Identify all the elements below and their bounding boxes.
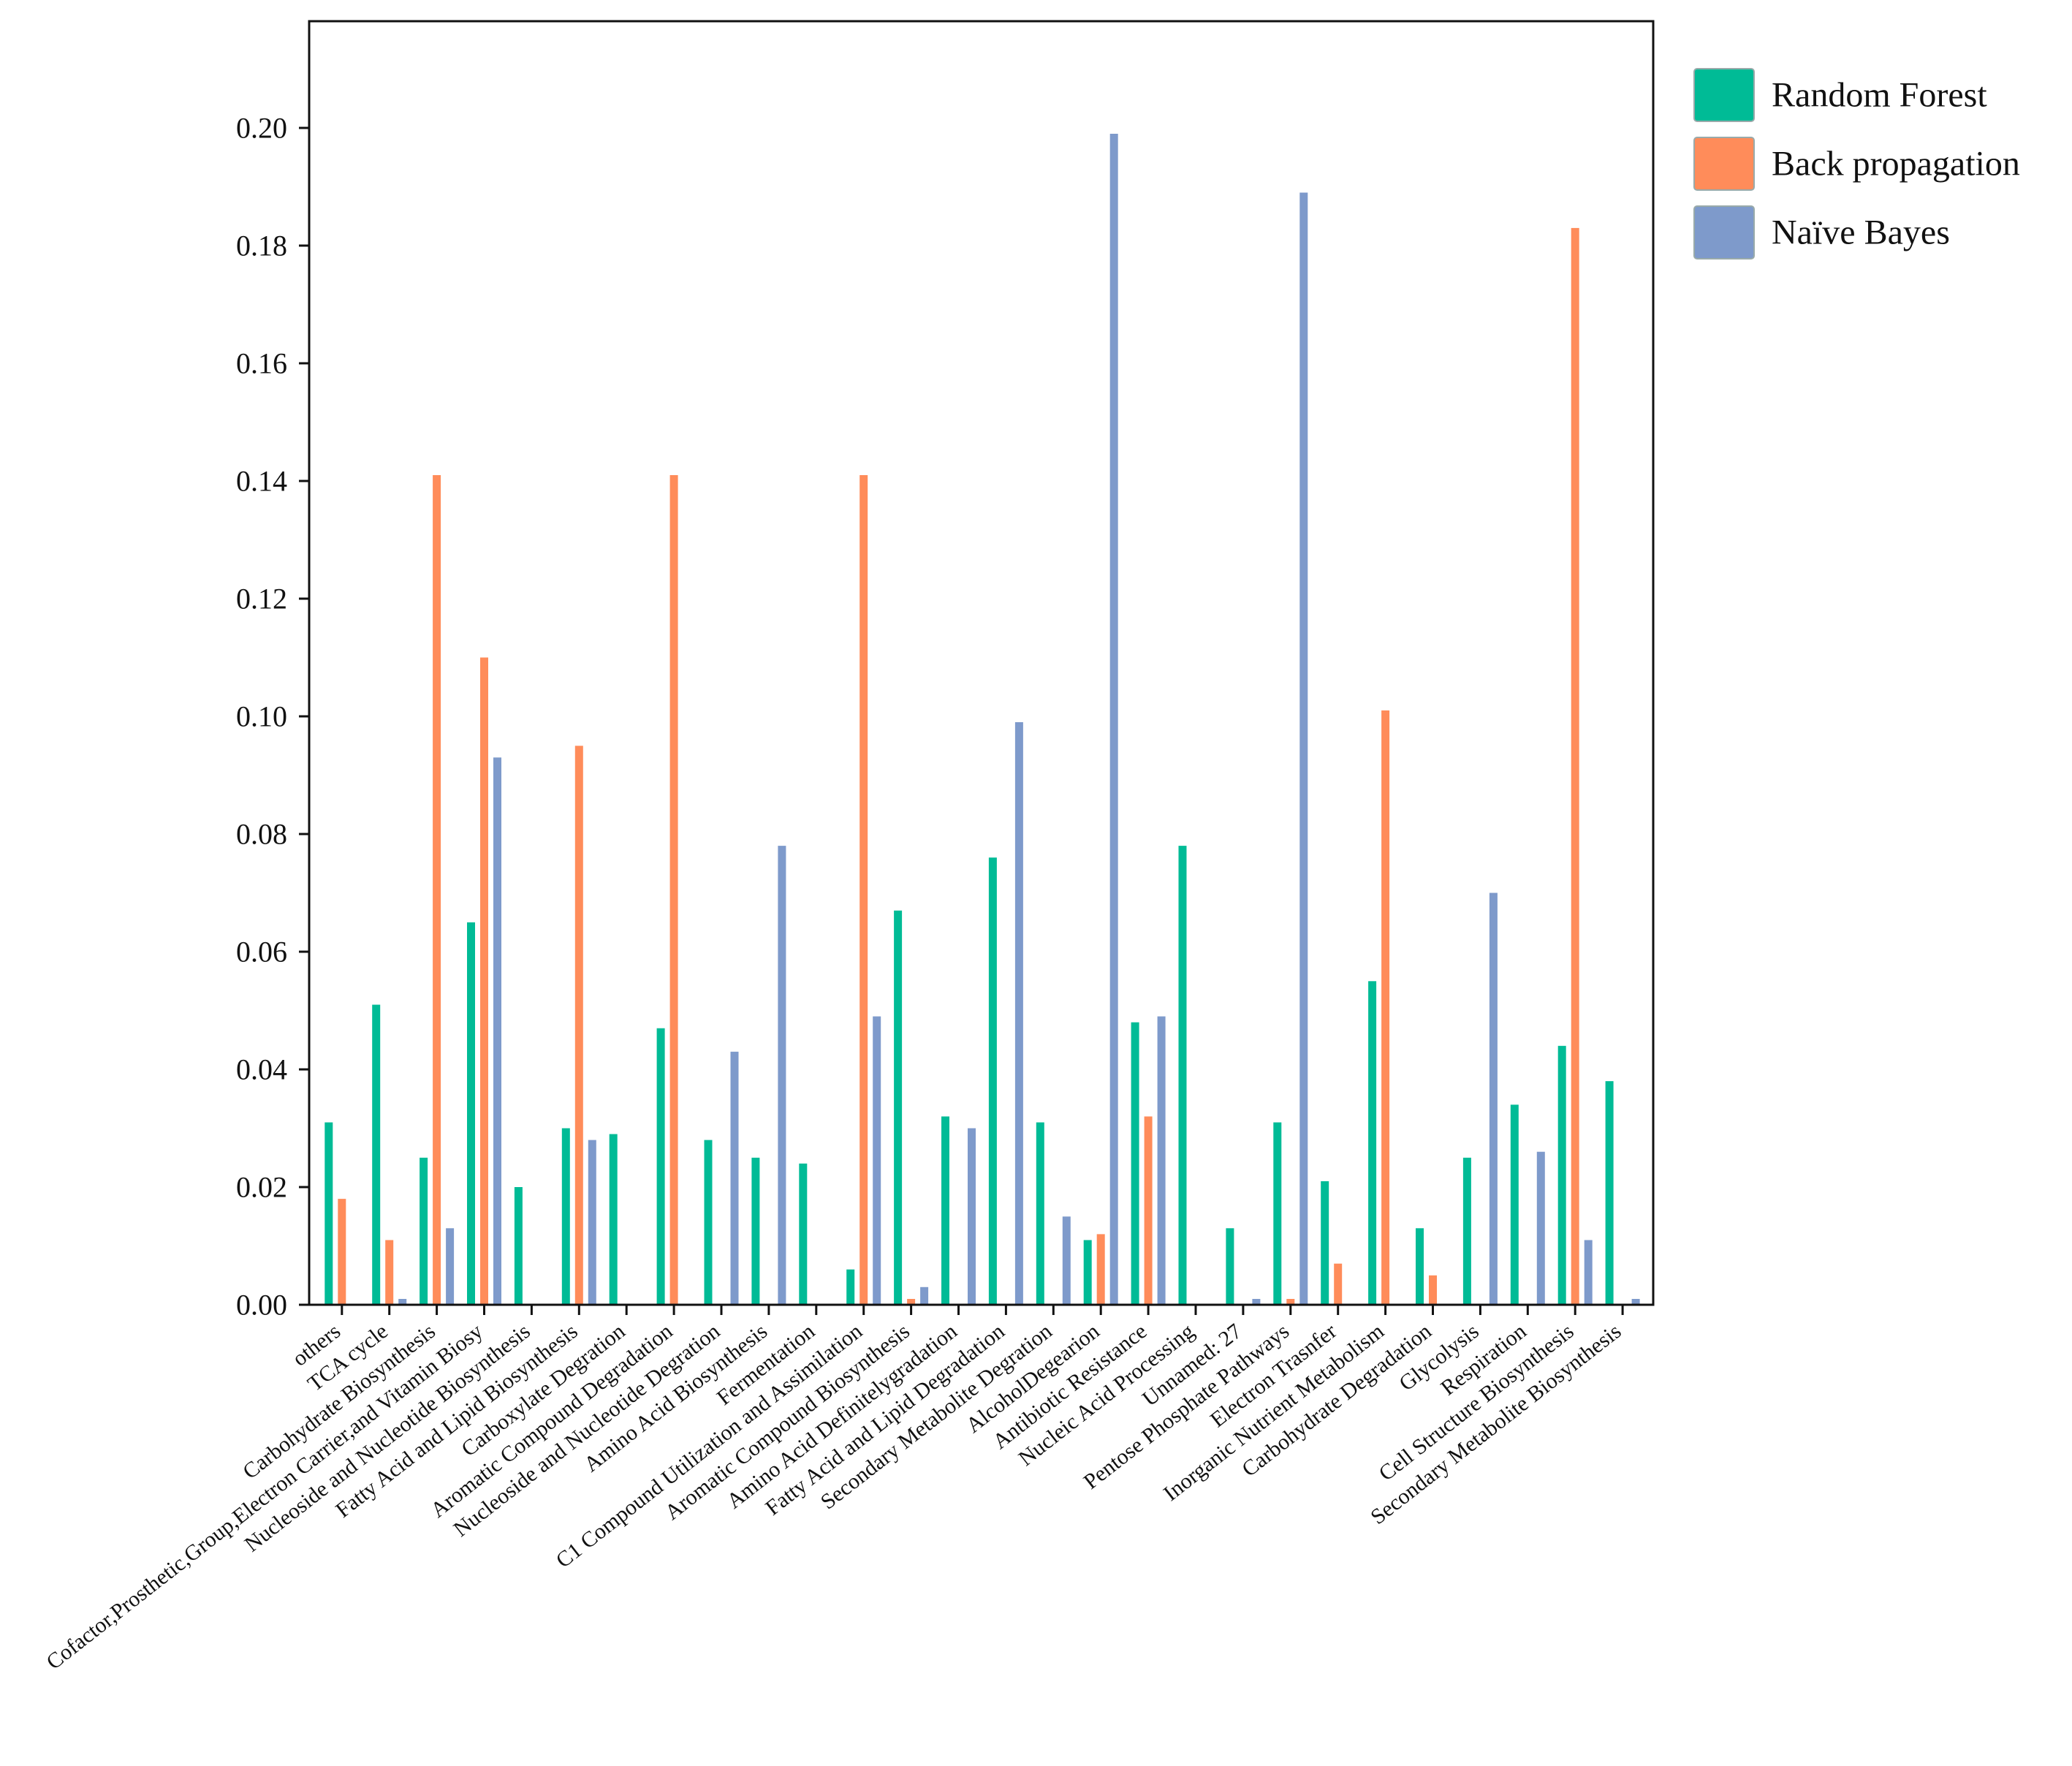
y-tick-label-5: 0.10 (236, 700, 287, 733)
bar-back-propagation-2 (433, 475, 441, 1305)
bar-back-propagation-1 (385, 1240, 394, 1305)
y-tick-label-0: 0.00 (236, 1289, 287, 1322)
bar-random-forest-18 (1178, 846, 1187, 1305)
bar-na-ve-bayes-1 (398, 1299, 407, 1305)
bar-random-forest-20 (1273, 1122, 1282, 1305)
y-tick-label-2: 0.04 (236, 1053, 287, 1086)
bar-na-ve-bayes-26 (1584, 1240, 1593, 1305)
bar-random-forest-19 (1226, 1228, 1234, 1305)
bar-random-forest-24 (1462, 1157, 1471, 1305)
bar-na-ve-bayes-12 (920, 1286, 929, 1305)
y-tick-label-3: 0.06 (236, 936, 287, 969)
bar-back-propagation-5 (574, 746, 583, 1305)
bar-na-ve-bayes-15 (1062, 1216, 1071, 1305)
legend: Random Forest Back propagation Naïve Bayes (1693, 68, 2020, 259)
bar-na-ve-bayes-20 (1299, 192, 1308, 1305)
bar-back-propagation-12 (907, 1299, 916, 1305)
legend-label-back-propagation: Back propagation (1772, 145, 2020, 183)
y-tick-label-6: 0.12 (236, 583, 287, 615)
y-tick-label-10: 0.20 (236, 112, 287, 145)
bar-random-forest-4 (514, 1187, 523, 1305)
bar-back-propagation-21 (1334, 1263, 1343, 1305)
bar-back-propagation-3 (480, 657, 488, 1305)
bar-random-forest-27 (1605, 1081, 1614, 1305)
bar-random-forest-5 (561, 1128, 570, 1305)
bar-na-ve-bayes-5 (588, 1140, 596, 1305)
axes-group (308, 20, 1655, 1306)
bar-random-forest-6 (609, 1134, 618, 1305)
bar-random-forest-14 (988, 857, 997, 1305)
bar-random-forest-16 (1083, 1240, 1092, 1305)
bar-random-forest-12 (894, 910, 903, 1305)
bar-back-propagation-22 (1381, 710, 1390, 1305)
bar-random-forest-11 (846, 1269, 855, 1305)
bar-back-propagation-16 (1096, 1234, 1105, 1305)
bar-na-ve-bayes-2 (446, 1228, 455, 1305)
bar-random-forest-22 (1368, 981, 1377, 1305)
y-tick-label-7: 0.14 (236, 465, 287, 498)
bar-random-forest-15 (1036, 1122, 1044, 1305)
bar-back-propagation-11 (859, 475, 868, 1305)
bar-random-forest-10 (799, 1163, 808, 1305)
legend-label-na-ve-bayes: Naïve Bayes (1772, 213, 1950, 252)
legend-swatch-back-propagation (1693, 137, 1755, 191)
legend-label-random-forest: Random Forest (1772, 76, 1987, 115)
bar-na-ve-bayes-8 (730, 1051, 739, 1305)
bar-random-forest-7 (656, 1028, 665, 1305)
y-tick-label-9: 0.18 (236, 230, 287, 262)
bar-random-forest-17 (1131, 1022, 1139, 1305)
bar-na-ve-bayes-13 (968, 1128, 976, 1305)
bar-na-ve-bayes-19 (1252, 1299, 1261, 1305)
legend-swatch-random-forest (1693, 68, 1755, 122)
bars-group (325, 134, 1640, 1305)
x-category-label-3: Cofactor,Prosthetic,Group,Electron Carri… (42, 1319, 487, 1675)
bar-random-forest-21 (1321, 1181, 1329, 1305)
bar-na-ve-bayes-24 (1489, 893, 1498, 1305)
bar-back-propagation-20 (1286, 1299, 1295, 1305)
bar-na-ve-bayes-3 (493, 757, 501, 1305)
plot-frame (308, 20, 1655, 1306)
y-ticks-group: 0.00 0.02 0.04 0.06 0.08 0.10 0.12 0.14 0.16 0.18… (236, 112, 309, 1322)
bar-random-forest-1 (372, 1004, 381, 1305)
y-tick-label-4: 0.08 (236, 818, 287, 851)
y-tick-label-8: 0.16 (236, 347, 287, 380)
bar-na-ve-bayes-17 (1157, 1016, 1166, 1305)
bar-random-forest-26 (1557, 1045, 1566, 1305)
bar-na-ve-bayes-11 (873, 1016, 881, 1305)
bar-back-propagation-7 (669, 475, 678, 1305)
bar-na-ve-bayes-14 (1014, 722, 1023, 1305)
bar-random-forest-9 (751, 1157, 760, 1305)
bar-random-forest-23 (1416, 1228, 1424, 1305)
bar-random-forest-3 (467, 922, 475, 1305)
bar-back-propagation-23 (1429, 1275, 1437, 1305)
bar-random-forest-13 (941, 1116, 949, 1305)
bar-random-forest-8 (704, 1140, 713, 1305)
bar-na-ve-bayes-27 (1631, 1299, 1640, 1305)
bar-back-propagation-0 (338, 1199, 346, 1305)
bar-random-forest-25 (1510, 1104, 1519, 1305)
bar-back-propagation-26 (1571, 227, 1579, 1305)
bar-back-propagation-17 (1144, 1116, 1153, 1305)
bar-random-forest-0 (325, 1122, 333, 1305)
bar-na-ve-bayes-16 (1109, 134, 1118, 1305)
y-tick-label-1: 0.02 (236, 1171, 287, 1204)
bar-random-forest-2 (420, 1157, 428, 1305)
bar-na-ve-bayes-9 (778, 846, 786, 1305)
legend-swatch-na-ve-bayes (1693, 205, 1755, 259)
bar-na-ve-bayes-25 (1536, 1151, 1545, 1305)
